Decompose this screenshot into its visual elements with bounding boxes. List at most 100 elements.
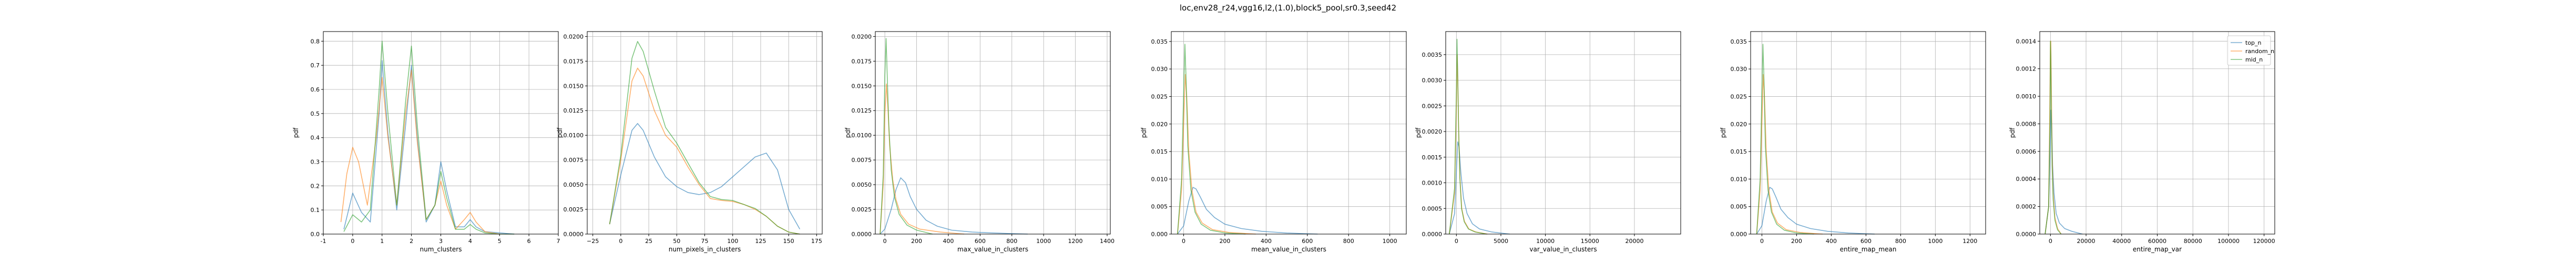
x-tick-label: 100 bbox=[727, 238, 738, 245]
x-tick-label: 0 bbox=[1455, 238, 1458, 245]
y-tick-label: 0.020 bbox=[1731, 121, 1747, 128]
x-tick-label: 125 bbox=[755, 238, 766, 245]
y-tick-label: 0.020 bbox=[1151, 121, 1168, 128]
x-tick-label: 4 bbox=[468, 238, 472, 245]
x-axis-label: max_value_in_clusters bbox=[957, 246, 1028, 253]
x-tick-label: 60000 bbox=[2148, 238, 2166, 245]
y-tick-label: 0.035 bbox=[1731, 38, 1747, 45]
x-tick-label: 100000 bbox=[2217, 238, 2240, 245]
x-tick-label: -1 bbox=[321, 238, 326, 245]
series-line-mid_n bbox=[1177, 44, 1246, 235]
x-tick-label: 3 bbox=[439, 238, 443, 245]
y-axis-label: pdf bbox=[1415, 127, 1422, 138]
y-tick-label: 0.0000 bbox=[564, 231, 584, 238]
series-line-top_n bbox=[2045, 109, 2083, 235]
y-tick-label: 0.015 bbox=[1731, 148, 1747, 155]
x-axis-label: mean_value_in_clusters bbox=[1251, 246, 1326, 253]
y-tick-label: 0.015 bbox=[1151, 148, 1168, 155]
y-tick-label: 0.0100 bbox=[852, 132, 872, 139]
y-axis-label: pdf bbox=[844, 127, 852, 138]
series-line-random_n bbox=[1177, 74, 1256, 235]
x-tick-label: 0 bbox=[883, 238, 887, 245]
series-line-mid_n bbox=[343, 41, 515, 235]
x-tick-label: 200 bbox=[911, 238, 922, 245]
y-tick-label: 0.0200 bbox=[564, 33, 584, 40]
y-tick-label: 0.0030 bbox=[1422, 77, 1443, 84]
x-tick-label: 400 bbox=[1826, 238, 1837, 245]
x-tick-label: 1000 bbox=[1928, 238, 1943, 245]
x-tick-label: 1 bbox=[380, 238, 384, 245]
x-axis-label: num_clusters bbox=[420, 246, 462, 253]
x-tick-label: 0 bbox=[2049, 238, 2052, 245]
series-line-mid_n bbox=[1756, 44, 1814, 235]
y-tick-label: 0.0020 bbox=[1422, 128, 1443, 135]
x-tick-label: 1000 bbox=[1036, 238, 1051, 245]
y-tick-label: 0.0000 bbox=[2016, 231, 2037, 238]
x-tick-label: 600 bbox=[975, 238, 986, 245]
y-tick-label: 0.0150 bbox=[564, 83, 584, 89]
x-tick-label: −25 bbox=[587, 238, 599, 245]
x-tick-label: 0 bbox=[1760, 238, 1764, 245]
x-tick-label: 25 bbox=[645, 238, 652, 245]
x-axis-label: entire_map_mean bbox=[1840, 246, 1897, 253]
y-tick-label: 0.0005 bbox=[1422, 205, 1443, 212]
x-tick-label: 800 bbox=[1895, 238, 1906, 245]
subplot-4: 0 200 400 600 800 1000 0.000 0.005 0.010 0.015 0.0… bbox=[1140, 31, 1407, 253]
y-axis-label: pdf bbox=[1720, 127, 1727, 138]
x-tick-label: 5 bbox=[498, 238, 502, 245]
x-axis-label: num_pixels_in_clusters bbox=[669, 246, 741, 253]
y-tick-label: 0.010 bbox=[1151, 176, 1168, 183]
y-tick-label: 0.030 bbox=[1151, 66, 1168, 73]
subplot-grid: -1 0 1 2 3 4 5 6 7 0.0 0.1 0.2 0.3 0.4 0.5 0.6 0.7 0.8 num… bbox=[292, 31, 2275, 253]
x-axis-label: entire_map_var bbox=[2133, 246, 2182, 253]
x-tick-label: 400 bbox=[943, 238, 954, 245]
x-tick-label: 1200 bbox=[1962, 238, 1977, 245]
y-tick-label: 0.0175 bbox=[564, 58, 584, 65]
x-axis-label: var_value_in_clusters bbox=[1529, 246, 1597, 253]
y-tick-label: 0.000 bbox=[1151, 231, 1168, 238]
x-tick-label: 600 bbox=[1302, 238, 1313, 245]
legend-label-mid_n: mid_n bbox=[2245, 56, 2263, 63]
x-tick-label: 6 bbox=[527, 238, 531, 245]
subplot-3: 0 200 400 600 800 1000 1200 1400 0.0000 0.0025 0.0… bbox=[844, 31, 1115, 253]
y-tick-label: 0.7 bbox=[311, 62, 320, 69]
x-tick-label: 800 bbox=[1006, 238, 1017, 245]
subplot-1: -1 0 1 2 3 4 5 6 7 0.0 0.1 0.2 0.3 0.4 0.5 0.6 0.7 0.8 num… bbox=[292, 31, 560, 253]
y-tick-label: 0.030 bbox=[1731, 66, 1747, 73]
series-line-random_n bbox=[340, 69, 500, 235]
x-tick-label: 75 bbox=[701, 238, 709, 245]
y-tick-label: 0.010 bbox=[1731, 176, 1747, 183]
y-tick-label: 0.4 bbox=[311, 135, 320, 141]
y-axis-label: pdf bbox=[292, 127, 300, 138]
y-tick-label: 0.6 bbox=[311, 86, 320, 93]
x-tick-label: 800 bbox=[1343, 238, 1354, 245]
y-tick-label: 0.0008 bbox=[2016, 120, 2037, 127]
x-tick-label: 10000 bbox=[1536, 238, 1555, 245]
x-tick-label: 200 bbox=[1219, 238, 1230, 245]
y-axis-label: pdf bbox=[2009, 127, 2016, 138]
y-tick-label: 0.0025 bbox=[852, 206, 872, 213]
y-tick-label: 0.0010 bbox=[2016, 93, 2037, 100]
y-tick-label: 0.000 bbox=[1731, 231, 1747, 238]
y-tick-label: 0.0050 bbox=[564, 181, 584, 188]
legend-label-random_n: random_n bbox=[2245, 48, 2274, 55]
y-tick-label: 0.0125 bbox=[564, 107, 584, 114]
y-tick-label: 0.0035 bbox=[1422, 52, 1443, 58]
x-tick-label: 400 bbox=[1261, 238, 1272, 245]
y-axis-label: pdf bbox=[556, 127, 564, 138]
y-tick-label: 0.0150 bbox=[852, 83, 872, 89]
x-tick-label: 5000 bbox=[1494, 238, 1508, 245]
x-tick-label: 0 bbox=[351, 238, 354, 245]
y-tick-label: 0.0100 bbox=[564, 132, 584, 139]
series-line-random_n bbox=[1756, 74, 1823, 235]
subplot-6: 0 200 400 600 800 1000 1200 0.000 0.005 0.010 0.01… bbox=[1720, 31, 1986, 253]
x-tick-label: 120000 bbox=[2253, 238, 2275, 245]
legend-label-top_n: top_n bbox=[2245, 39, 2262, 46]
y-tick-label: 0.025 bbox=[1731, 93, 1747, 100]
axes-frame bbox=[1750, 31, 1986, 235]
y-tick-label: 0.0125 bbox=[852, 107, 872, 114]
y-tick-label: 0.0000 bbox=[1422, 231, 1443, 238]
y-tick-label: 0.0002 bbox=[2016, 204, 2037, 210]
y-tick-label: 0.035 bbox=[1151, 38, 1168, 45]
figure-title: loc,env28_r24,vgg16,l2,(1.0),block5_pool… bbox=[1180, 3, 1396, 13]
